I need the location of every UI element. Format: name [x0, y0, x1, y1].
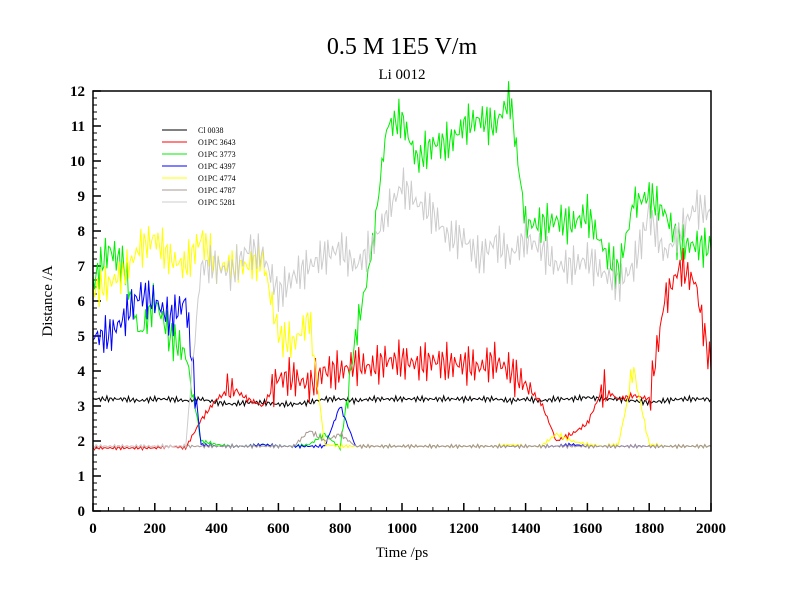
- y-tick-label: 6: [78, 294, 86, 310]
- y-tick-label: 3: [78, 399, 86, 415]
- series-line-o1pc-3773: [92, 81, 712, 452]
- x-tick-label: 1600: [572, 521, 602, 537]
- legend-entry: O1PC 4787: [198, 186, 236, 195]
- legend-entry: O1PC 3643: [198, 138, 236, 147]
- chart-subtitle: Li 0012: [378, 67, 425, 83]
- y-tick-label: 0: [78, 504, 86, 520]
- plot-frame: [92, 90, 712, 512]
- y-tick-label: 5: [78, 329, 86, 345]
- y-tick-label: 1: [78, 469, 86, 485]
- legend-entry: Cl 0038: [198, 126, 224, 135]
- y-tick-label: 11: [71, 119, 85, 135]
- x-tick-label: 800: [329, 521, 352, 537]
- x-tick-label: 2000: [696, 521, 726, 537]
- series-line-o1pc-4787: [92, 430, 712, 450]
- series-line-o1pc-4774: [92, 226, 712, 450]
- y-tick-label: 7: [78, 259, 86, 275]
- series-line-o1pc-3643: [92, 247, 712, 452]
- x-tick-label: 1800: [634, 521, 664, 537]
- x-tick-label: 1200: [449, 521, 479, 537]
- y-tick-label: 2: [78, 434, 86, 450]
- x-tick-label: 600: [267, 521, 290, 537]
- x-tick-label: 400: [205, 521, 228, 537]
- chart-title: 0.5 M 1E5 V/m: [327, 34, 478, 60]
- x-tick-label: 1400: [511, 521, 541, 537]
- y-tick-label: 10: [70, 154, 85, 170]
- legend-entry: O1PC 5281: [198, 198, 236, 207]
- y-tick-label: 9: [78, 189, 86, 205]
- y-tick-label: 12: [70, 84, 85, 100]
- y-tick-label: 8: [78, 224, 86, 240]
- legend-entry: O1PC 4397: [198, 162, 236, 171]
- y-axis-label: Distance /A: [40, 265, 56, 336]
- legend-entry: O1PC 3773: [198, 150, 236, 159]
- series-line-o1pc-5281: [92, 167, 712, 450]
- x-axis-label: Time /ps: [376, 545, 429, 561]
- x-tick-label: 1000: [387, 521, 417, 537]
- x-tick-label: 200: [144, 521, 167, 537]
- series-line-cl-0038: [92, 393, 712, 409]
- x-tick-label: 0: [89, 521, 97, 537]
- y-tick-label: 4: [78, 364, 86, 380]
- legend-entry: O1PC 4774: [198, 174, 236, 183]
